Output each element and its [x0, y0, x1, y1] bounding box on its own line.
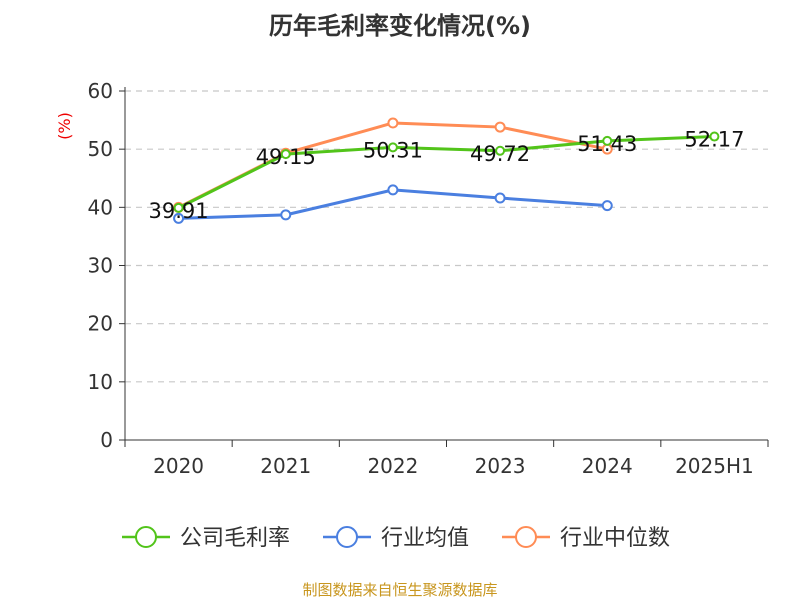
chart-title: 历年毛利率变化情况(%): [269, 12, 531, 40]
data-point: [709, 131, 720, 142]
data-label: 49.15: [256, 145, 316, 169]
data-label: 49.72: [470, 142, 530, 166]
data-point: [387, 142, 398, 153]
y-tick-label: 40: [88, 195, 113, 219]
data-label: 50.31: [363, 138, 423, 162]
legend-marker: [515, 526, 537, 548]
data-point: [494, 121, 506, 133]
legend-label: 行业中位数: [560, 526, 670, 551]
legend-label: 行业均值: [381, 526, 469, 551]
data-point: [173, 202, 184, 213]
data-label: 51.43: [577, 132, 637, 156]
data-point: [387, 184, 399, 196]
x-tick-label: 2023: [475, 454, 526, 478]
y-tick-label: 0: [100, 428, 113, 452]
data-point: [280, 209, 292, 221]
series-line-0: [177, 135, 715, 210]
y-tick-label: 20: [88, 312, 113, 336]
legend-marker: [135, 526, 157, 548]
data-point: [602, 135, 613, 146]
x-tick-label: 2021: [260, 454, 311, 478]
source-note: 制图数据来自恒生聚源数据库: [302, 581, 498, 599]
y-tick-label: 10: [88, 370, 113, 394]
data-point: [173, 212, 185, 224]
data-label: 52.17: [684, 128, 744, 152]
data-point: [601, 200, 613, 212]
data-point: [280, 149, 291, 160]
y-axis-label: (%): [55, 112, 74, 140]
y-tick-label: 30: [88, 254, 113, 278]
data-point: [387, 117, 399, 129]
y-tick-label: 60: [88, 79, 113, 103]
y-tick-label: 50: [88, 137, 113, 161]
data-label: 39.91: [149, 199, 209, 223]
x-tick-label: 2022: [367, 454, 418, 478]
data-point: [495, 145, 506, 156]
data-point: [494, 192, 506, 204]
x-tick-label: 2025H1: [675, 454, 754, 478]
x-tick-label: 2024: [582, 454, 633, 478]
x-tick-label: 2020: [153, 454, 204, 478]
legend-label: 公司毛利率: [180, 526, 290, 551]
legend-marker: [336, 526, 358, 548]
